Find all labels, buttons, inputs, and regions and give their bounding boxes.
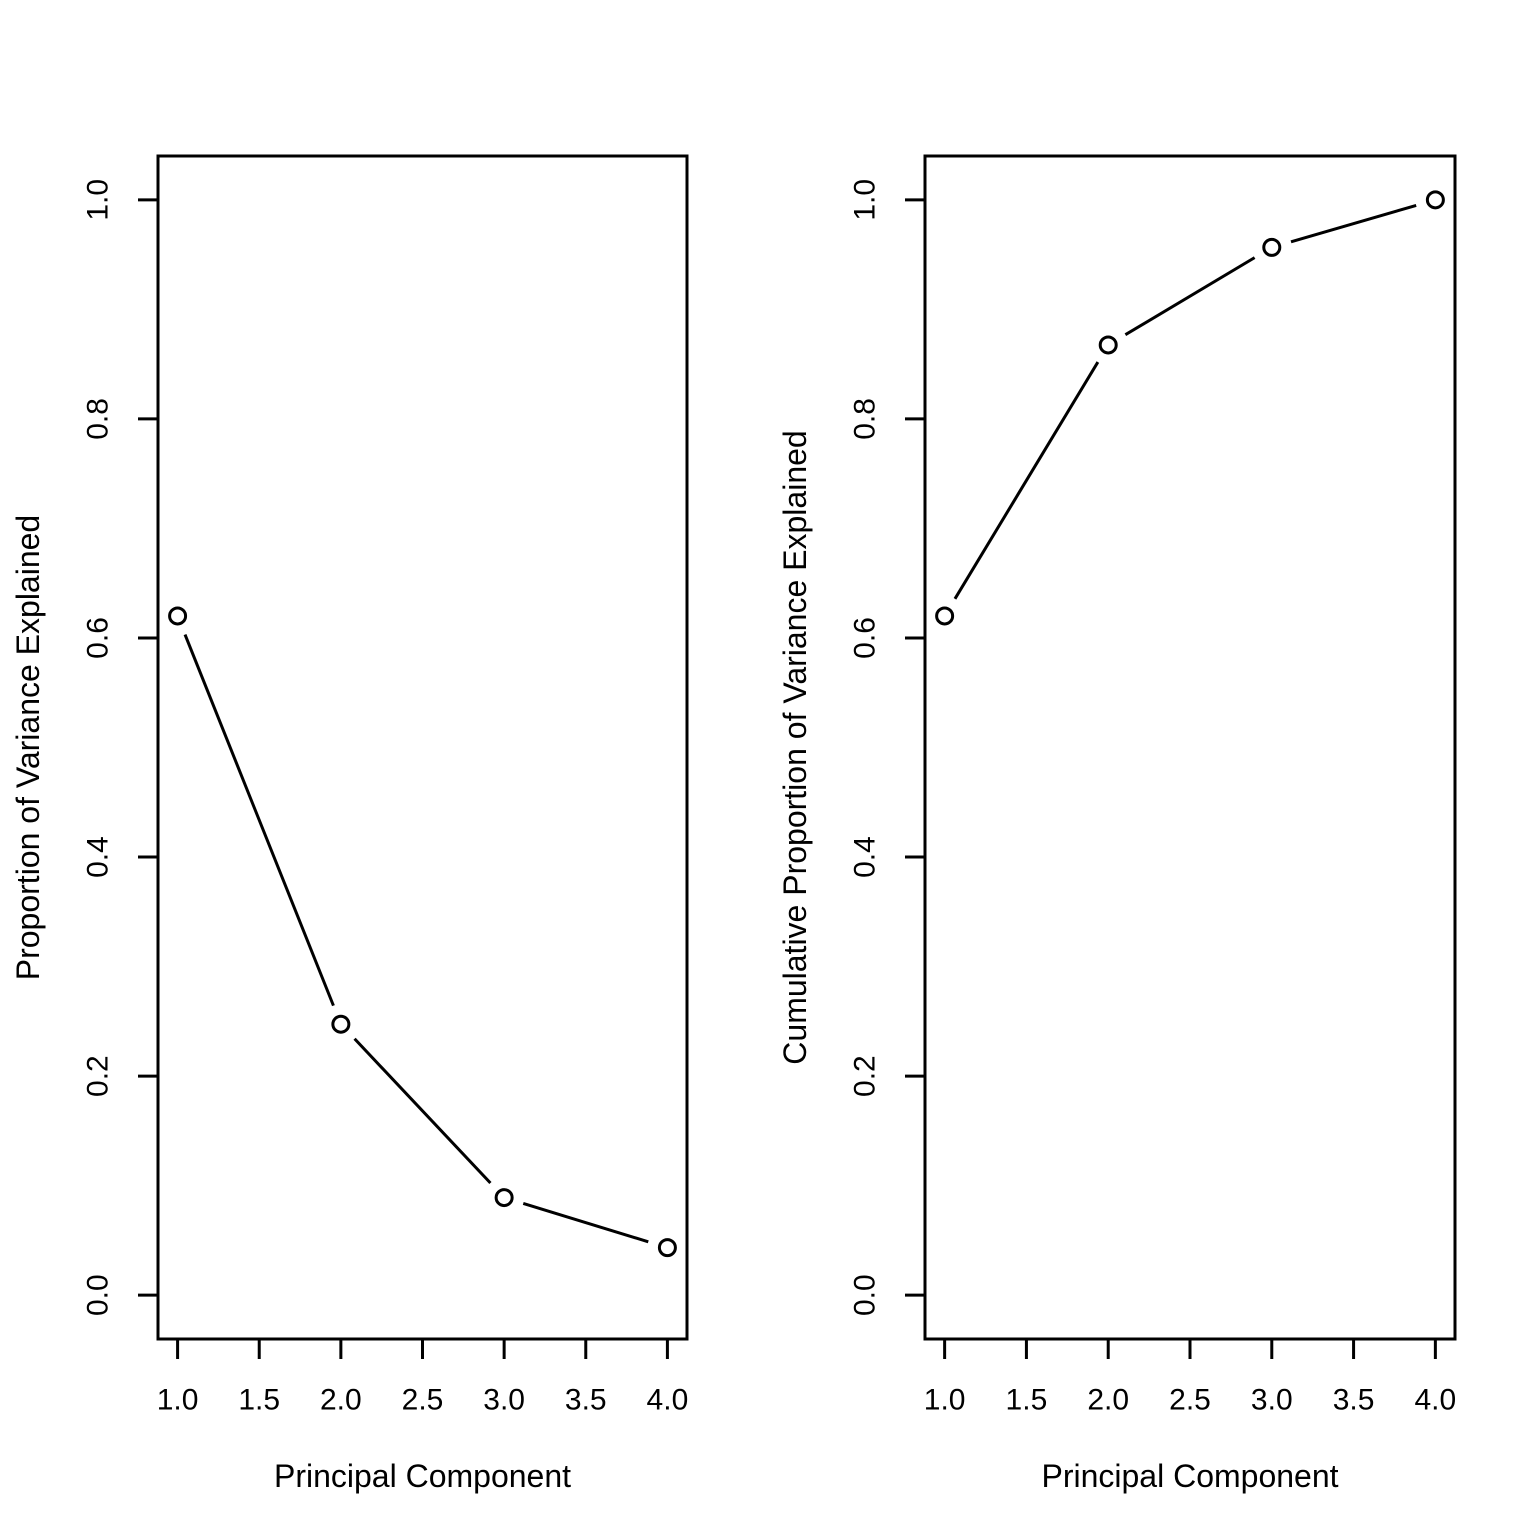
data-point-marker bbox=[935, 606, 955, 626]
panel-left: 1.0 1.5 2.0 2.5 3.0 3.5 4.0 0.0 0.2 0.4 0.6 0.8 1.0 P… bbox=[10, 154, 689, 1494]
data-point-marker bbox=[168, 606, 188, 626]
x-tick-label: 1.5 bbox=[238, 1384, 280, 1417]
x-tick-label: 2.0 bbox=[1087, 1384, 1129, 1417]
x-tick-label: 2.5 bbox=[402, 1384, 444, 1417]
x-tick-label: 3.0 bbox=[483, 1384, 525, 1417]
y-tick-label: 1.0 bbox=[82, 179, 115, 221]
x-tick-label: 1.0 bbox=[157, 1384, 199, 1417]
series-line-segment bbox=[1290, 203, 1417, 244]
x-axis-title: Principal Component bbox=[1041, 1458, 1338, 1494]
y-tick-label: 1.0 bbox=[849, 179, 882, 221]
y-tick-label: 0.6 bbox=[849, 617, 882, 659]
y-tick-label: 0.8 bbox=[849, 398, 882, 440]
x-tick-label: 3.0 bbox=[1251, 1384, 1293, 1417]
data-point-marker bbox=[331, 1014, 351, 1034]
y-tick-label: 0.2 bbox=[82, 1055, 115, 1097]
series-line-segment bbox=[522, 1202, 649, 1244]
series-line-segment bbox=[183, 633, 335, 1007]
y-tick-label: 0.2 bbox=[849, 1055, 882, 1097]
data-point-marker bbox=[494, 1188, 514, 1208]
x-tick-label: 4.0 bbox=[1415, 1384, 1457, 1417]
series-line-segment bbox=[353, 1037, 492, 1185]
data-point-marker bbox=[1425, 190, 1445, 210]
series-line-segment bbox=[1124, 256, 1256, 336]
data-point-marker bbox=[1262, 237, 1282, 257]
y-tick-label: 0.8 bbox=[82, 398, 115, 440]
y-tick-label: 0.0 bbox=[849, 1274, 882, 1316]
x-axis-title: Principal Component bbox=[274, 1458, 571, 1494]
x-tick-label: 1.0 bbox=[924, 1384, 966, 1417]
x-tick-label: 2.0 bbox=[320, 1384, 362, 1417]
y-tick-label: 0.0 bbox=[82, 1274, 115, 1316]
panel-right: 1.0 1.5 2.0 2.5 3.0 3.5 4.0 0.0 0.2 0.4 0.6 0.8 1.0 P… bbox=[777, 154, 1457, 1494]
data-point-marker bbox=[657, 1238, 677, 1258]
x-tick-label: 3.5 bbox=[1333, 1384, 1375, 1417]
y-axis-title: Cumulative Proportion of Variance Explai… bbox=[777, 430, 813, 1064]
x-tick-label: 3.5 bbox=[565, 1384, 607, 1417]
data-point-marker bbox=[1098, 335, 1118, 355]
y-axis-title: Proportion of Variance Explained bbox=[10, 515, 46, 980]
x-tick-label: 4.0 bbox=[647, 1384, 689, 1417]
x-tick-label: 2.5 bbox=[1169, 1384, 1211, 1417]
y-tick-label: 0.6 bbox=[82, 617, 115, 659]
y-tick-label: 0.4 bbox=[82, 836, 115, 878]
y-tick-label: 0.4 bbox=[849, 836, 882, 878]
series-line-segment bbox=[953, 361, 1100, 600]
x-tick-label: 1.5 bbox=[1006, 1384, 1048, 1417]
